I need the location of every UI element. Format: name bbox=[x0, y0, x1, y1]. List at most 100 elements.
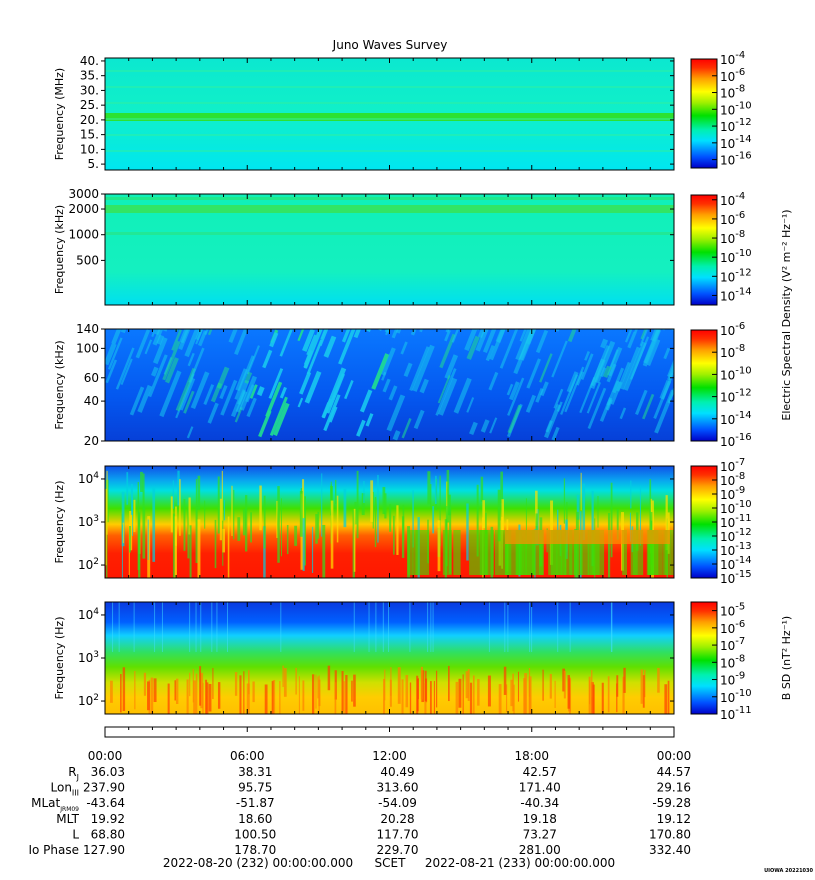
y-tick-label: 102 bbox=[78, 693, 99, 708]
y-tick-label: 104 bbox=[78, 607, 99, 622]
colorbar-tick-label: 10-4 bbox=[720, 50, 745, 67]
colorbar-tick-label: 10-10 bbox=[720, 248, 752, 265]
y-tick-label: 20. bbox=[80, 113, 99, 127]
ephemeris-value: -40.34 bbox=[520, 796, 559, 810]
colorbar-tick-label: 10-10 bbox=[720, 100, 752, 117]
y-tick-label: 40 bbox=[84, 394, 99, 408]
colorbar-tick-label: 10-8 bbox=[720, 471, 745, 488]
ephemeris-value: 117.70 bbox=[377, 827, 419, 841]
ephemeris-value: -54.09 bbox=[378, 796, 417, 810]
ephemeris-value: 171.40 bbox=[519, 781, 561, 795]
ephemeris-value: 38.31 bbox=[238, 765, 272, 779]
y-tick-label: 104 bbox=[78, 471, 99, 486]
ephemeris-value: -51.87 bbox=[236, 796, 275, 810]
y-tick-label: 25. bbox=[80, 98, 99, 112]
ephemeris-value: 95.75 bbox=[238, 781, 272, 795]
colorbar-tick-label: 10-10 bbox=[720, 499, 752, 516]
ephemeris-row-label: L bbox=[72, 827, 79, 841]
colorbar-tick-label: 10-4 bbox=[720, 191, 745, 208]
ephemeris-row-label: Io Phase bbox=[28, 843, 79, 857]
chart-title: Juno Waves Survey bbox=[332, 38, 448, 52]
colorbar-tick-label: 10-8 bbox=[720, 653, 745, 670]
y-tick-label: 103 bbox=[78, 514, 99, 529]
colorbar-tick-label: 10-8 bbox=[720, 229, 745, 246]
ephemeris-value: 29.16 bbox=[657, 781, 691, 795]
y-tick-label: 103 bbox=[78, 650, 99, 665]
ephemeris-value: 100.50 bbox=[234, 827, 276, 841]
colorbar-tick-label: 10-16 bbox=[720, 432, 752, 449]
colorbar-tick-label: 10-8 bbox=[720, 84, 745, 101]
y-tick-label: 5. bbox=[88, 157, 99, 171]
ephemeris-value: 18.60 bbox=[238, 812, 272, 826]
colorbar-tick-label: 10-15 bbox=[720, 569, 752, 586]
colorbar-tick-label: 10-14 bbox=[720, 410, 752, 427]
ephemeris-row-label: RJ bbox=[68, 765, 79, 782]
y-tick-label: 2000 bbox=[68, 202, 99, 216]
ephemeris-value: 68.80 bbox=[91, 827, 125, 841]
y-axis-label: Frequency (kHz) bbox=[53, 205, 66, 294]
time-tick-label: 06:00 bbox=[230, 749, 265, 763]
ephemeris-value: 44.57 bbox=[657, 765, 691, 779]
footer-end-time: 2022-08-21 (233) 00:00:00.000 bbox=[425, 856, 615, 870]
spectrogram-panel-lfr-low-b: 104 103 102 Frequency (Hz) bbox=[53, 601, 675, 715]
ephemeris-value: 20.28 bbox=[380, 812, 414, 826]
y-tick-label: 500 bbox=[76, 253, 99, 267]
y-tick-label: 102 bbox=[78, 557, 99, 572]
ephemeris-value: 36.03 bbox=[91, 765, 125, 779]
colorbar-tick-label: 10-6 bbox=[720, 321, 745, 338]
ephemeris-value: -59.28 bbox=[652, 796, 691, 810]
y-tick-label: 60 bbox=[84, 371, 99, 385]
colorbar-tick-label: 10-12 bbox=[720, 388, 752, 405]
spectrogram-panel-hfwbr-high: 40.35.30.25.20.15.10.5. Frequency (MHz) bbox=[53, 54, 675, 171]
ephemeris-value: -43.64 bbox=[86, 796, 125, 810]
ephemeris-value: 178.70 bbox=[234, 843, 276, 857]
y-axis-label: Frequency (Hz) bbox=[53, 481, 66, 564]
footer-start-time: 2022-08-20 (232) 00:00:00.000 bbox=[163, 856, 353, 870]
spectrogram-panel-lfr-high: 140 100 60 40 20 Frequency (kHz) bbox=[53, 322, 675, 448]
colorbar-tick-label: 10-14 bbox=[720, 286, 752, 303]
ephemeris-value: 332.40 bbox=[649, 843, 691, 857]
b-density-colorbar-label: B SD (nT² Hz⁻¹) bbox=[780, 616, 793, 700]
time-tick-label: 12:00 bbox=[372, 749, 407, 763]
colorbar-tick-label: 10-6 bbox=[720, 619, 745, 636]
ephemeris-value: 19.12 bbox=[657, 812, 691, 826]
y-axis-label: Frequency (kHz) bbox=[53, 340, 66, 429]
y-tick-label: 20 bbox=[84, 434, 99, 448]
y-tick-label: 40. bbox=[80, 54, 99, 68]
colorbar-tick-label: 10-16 bbox=[720, 151, 752, 168]
ephemeris-value: 281.00 bbox=[519, 843, 561, 857]
ephemeris-row-label: LonIII bbox=[51, 781, 80, 798]
time-axis-strip bbox=[104, 726, 675, 738]
colorbar-tick-label: 10-12 bbox=[720, 267, 752, 284]
y-tick-label: 3000 bbox=[68, 187, 99, 201]
colorbar-tick-label: 10-9 bbox=[720, 485, 745, 502]
ephemeris-value: 170.80 bbox=[649, 827, 691, 841]
y-tick-label: 1000 bbox=[68, 228, 99, 242]
spectrogram-panel-lfr-low-e: 104 103 102 Frequency (Hz) bbox=[53, 465, 675, 579]
ephemeris-row-label: MLT bbox=[56, 812, 79, 826]
colorbar-tick-label: 10-8 bbox=[720, 343, 745, 360]
colorbar-tick-label: 10-6 bbox=[720, 210, 745, 227]
y-axis-label: Frequency (Hz) bbox=[53, 617, 66, 700]
colorbar-tick-label: 10-5 bbox=[720, 602, 745, 619]
ephemeris-row-label: MLatJRM09 bbox=[31, 796, 79, 813]
colorbar-tick-label: 10-10 bbox=[720, 365, 752, 382]
ephemeris-value: 313.60 bbox=[377, 781, 419, 795]
ephemeris-value: 19.92 bbox=[91, 812, 125, 826]
colorbar-tick-label: 10-7 bbox=[720, 636, 745, 653]
ephemeris-table: 00:00 06:00 12:00 18:00 00:00 RJ 36.03 38.31 40.… bbox=[28, 749, 691, 857]
colorbar-tick-label: 10-13 bbox=[720, 541, 752, 558]
ephemeris-value: 237.90 bbox=[83, 781, 125, 795]
footer-credit: UIOWA 20221030 bbox=[764, 868, 813, 874]
footer-scet: SCET bbox=[375, 856, 407, 870]
colorbar-tick-label: 10-14 bbox=[720, 134, 752, 151]
colorbar-tick-label: 10-9 bbox=[720, 671, 745, 688]
colorbar-lfr-high: 10-6 10-8 10-10 10-12 10-14 10-16 bbox=[690, 321, 752, 449]
y-tick-label: 35. bbox=[80, 69, 99, 83]
ephemeris-value: 40.49 bbox=[380, 765, 414, 779]
y-tick-label: 100 bbox=[76, 341, 99, 355]
time-tick-label: 18:00 bbox=[514, 749, 549, 763]
